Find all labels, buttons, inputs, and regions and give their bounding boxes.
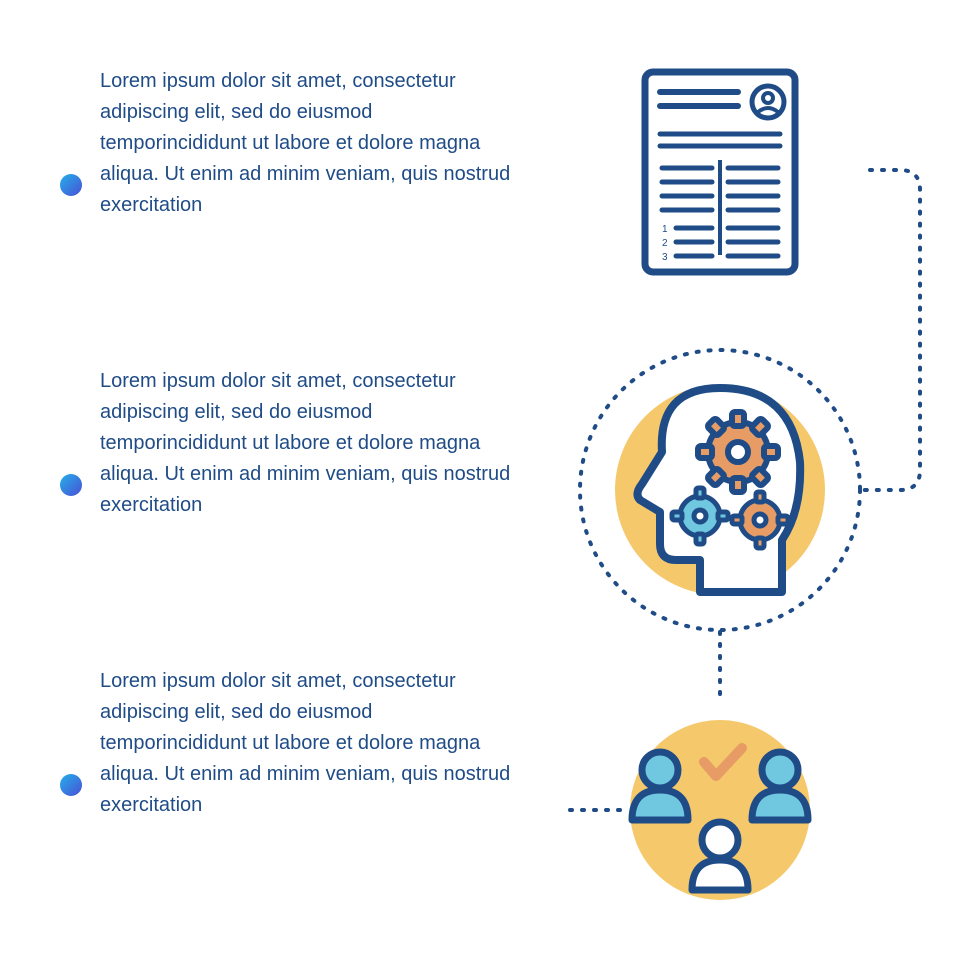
svg-text:2: 2	[662, 238, 668, 249]
illustration-layer: 1 2 3	[0, 0, 980, 980]
gear-large	[698, 412, 778, 492]
team-check-icon	[630, 720, 810, 900]
head-gears-icon	[580, 350, 860, 630]
svg-text:1: 1	[662, 224, 668, 235]
svg-text:3: 3	[662, 252, 668, 263]
infographic-canvas: Lorem ipsum dolor sit amet, consectetur …	[0, 0, 980, 980]
document-icon: 1 2 3	[642, 72, 798, 272]
